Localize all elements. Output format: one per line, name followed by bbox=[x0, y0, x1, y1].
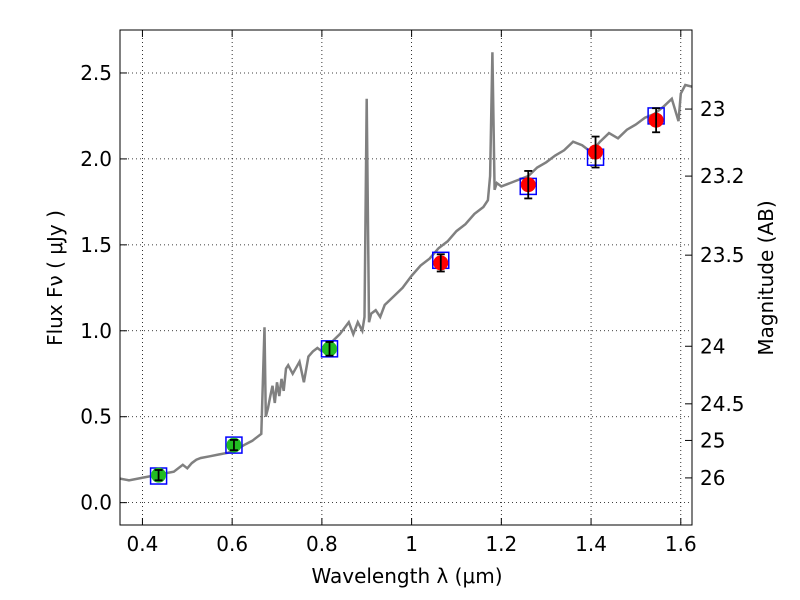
x-tick-label: 1.6 bbox=[665, 532, 697, 556]
plot-area bbox=[120, 52, 692, 485]
x-tick-label: 1 bbox=[405, 532, 418, 556]
y-tick-label: 2.5 bbox=[80, 61, 112, 85]
grid-lines bbox=[120, 30, 692, 525]
right-tick-label: 23.5 bbox=[700, 243, 745, 267]
x-tick-label: 1.2 bbox=[485, 532, 517, 556]
right-tick-label: 24 bbox=[700, 334, 725, 358]
x-tick-label: 1.4 bbox=[575, 532, 607, 556]
right-tick-label: 25 bbox=[700, 428, 725, 452]
x-tick-label: 0.6 bbox=[216, 532, 248, 556]
right-tick-label: 23 bbox=[700, 97, 725, 121]
x-tick-label: 0.8 bbox=[306, 532, 338, 556]
y-tick-label: 0.0 bbox=[80, 491, 112, 515]
model-point bbox=[225, 436, 243, 454]
axis-ticks: 0.4 0.6 0.8 1 1.2 1.4 1.6 0.0 0.5 1.0 1.5 2.0 2.5 23 2… bbox=[80, 30, 745, 556]
y-tick-label: 2.0 bbox=[80, 147, 112, 171]
y-axis-label: Flux Fν ( μJy ) bbox=[43, 210, 67, 346]
right-tick-label: 24.5 bbox=[700, 392, 745, 416]
plot-frame bbox=[119, 29, 693, 526]
y-tick-label: 0.5 bbox=[80, 405, 112, 429]
y-tick-label: 1.0 bbox=[80, 319, 112, 343]
x-tick-label: 0.4 bbox=[127, 532, 159, 556]
x-axis-label: Wavelength λ (μm) bbox=[311, 564, 502, 588]
right-tick-label: 26 bbox=[700, 466, 725, 490]
right-axis-label: Magnitude (AB) bbox=[754, 200, 778, 355]
y-tick-label: 1.5 bbox=[80, 233, 112, 257]
right-tick-label: 23.2 bbox=[700, 164, 745, 188]
model-point bbox=[320, 340, 339, 358]
